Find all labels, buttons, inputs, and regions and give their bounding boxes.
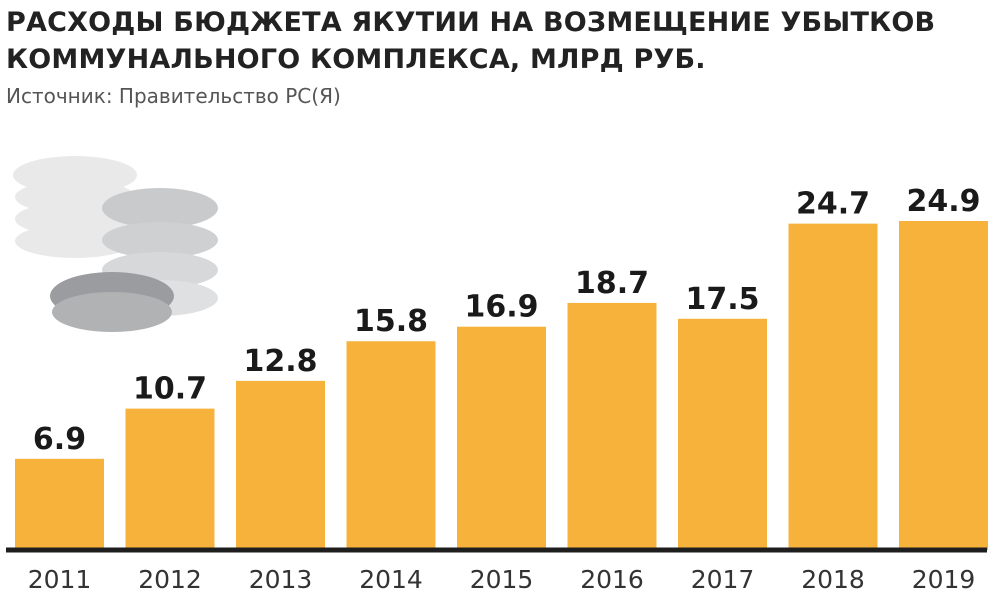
value-labels-layer: 6.9 10.7 12.8 15.8 16.9 18.7 17.5 24.7 24.9 — [33, 184, 981, 457]
bar-2013 — [236, 380, 325, 550]
x-tick-2016: 2016 — [580, 565, 644, 594]
bar-2012 — [125, 408, 215, 550]
x-tick-labels-layer: 2011 2012 2013 2014 2015 2016 2017 2018 2019 — [28, 565, 976, 594]
bars-layer — [15, 221, 988, 550]
value-label-2015: 16.9 — [464, 290, 538, 325]
value-label-2018: 24.7 — [796, 187, 870, 222]
bar-2014 — [346, 341, 436, 550]
bar-2011 — [15, 458, 104, 550]
x-tick-2019: 2019 — [912, 565, 976, 594]
x-tick-2011: 2011 — [28, 565, 92, 594]
header: Расходы бюджета Якутии на возмещение убы… — [6, 4, 991, 108]
coin-mid — [102, 188, 218, 228]
coin-top-4 — [15, 224, 135, 258]
bar-2016 — [567, 302, 657, 550]
bar-2018 — [788, 223, 878, 550]
coin-bottom-2 — [52, 292, 172, 332]
bar-2017 — [678, 318, 767, 550]
value-label-2013: 12.8 — [243, 344, 317, 379]
value-label-2012: 10.7 — [133, 372, 207, 407]
value-label-2016: 18.7 — [575, 266, 649, 301]
x-tick-2017: 2017 — [691, 565, 755, 594]
x-tick-2018: 2018 — [801, 565, 865, 594]
value-label-2017: 17.5 — [685, 282, 759, 317]
x-tick-2012: 2012 — [138, 565, 202, 594]
x-tick-2015: 2015 — [470, 565, 534, 594]
value-label-2014: 15.8 — [354, 304, 428, 339]
value-label-2019: 24.9 — [906, 184, 980, 219]
chart-title: Расходы бюджета Якутии на возмещение убы… — [6, 7, 936, 75]
chart-source: Источник: Правительство РС(Я) — [6, 84, 341, 108]
bar-2019 — [899, 221, 988, 550]
coin-mid-2 — [102, 222, 218, 258]
bar-2015 — [457, 326, 546, 550]
x-tick-2014: 2014 — [359, 565, 423, 594]
coins-stack-icon — [13, 156, 218, 332]
value-label-2011: 6.9 — [33, 422, 86, 457]
x-tick-2013: 2013 — [249, 565, 313, 594]
